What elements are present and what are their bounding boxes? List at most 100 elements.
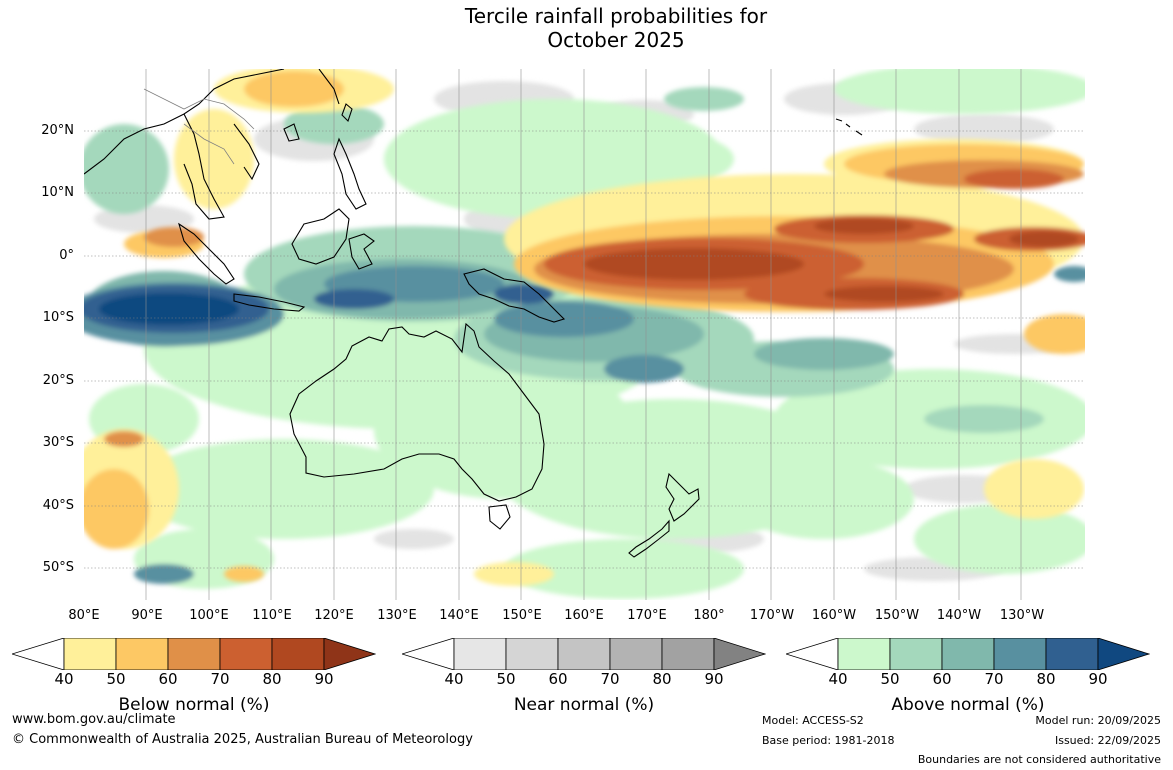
boundaries-note: Boundaries are not considered authoritat…	[917, 753, 1161, 766]
lon-label-90e: 90°E	[131, 608, 163, 623]
lon-label-130e: 130°E	[377, 608, 417, 623]
near-normal-tick-70: 70	[600, 670, 620, 688]
below-normal-colorbar-svg	[12, 638, 376, 670]
near-normal-tick-80: 80	[652, 670, 672, 688]
near-normal-legend-title: Near normal (%)	[513, 695, 655, 715]
above-normal-swatch-under	[786, 638, 839, 670]
lon-label-120e: 120°E	[314, 608, 354, 623]
copyright-text: © Commonwealth of Australia 2025, Austra…	[12, 732, 473, 747]
above-normal-tick-70: 70	[984, 670, 1004, 688]
lat-label-10n: 10°N	[41, 185, 74, 200]
below-normal-tick-40: 40	[54, 670, 74, 688]
lat-label-20n: 20°N	[41, 123, 74, 138]
above-normal-tick-50: 50	[880, 670, 900, 688]
new-guinea-coastline	[463, 268, 566, 323]
above-normal-swatch-80	[1045, 638, 1099, 670]
above-normal-tick-90: 90	[1088, 670, 1108, 688]
above-normal-region	[84, 69, 1085, 599]
lon-label-160e: 160°E	[564, 608, 604, 623]
below-normal-tick-80: 80	[262, 670, 282, 688]
near-normal-colorbar	[402, 638, 766, 670]
base-period: Base period: 1981-2018	[762, 734, 895, 747]
near-normal-swatch-40	[453, 638, 507, 670]
lon-label-100e: 100°E	[189, 608, 229, 623]
above-normal-legend-title: Above normal (%)	[891, 695, 1045, 715]
above-normal-swatch-60	[941, 638, 995, 670]
near-normal-tick-40: 40	[444, 670, 464, 688]
lon-label-130w: 130°W	[999, 608, 1045, 623]
below-normal-swatch-over	[323, 638, 376, 670]
lat-label-30s: 30°S	[42, 435, 74, 450]
sulawesi-coastline	[348, 233, 375, 270]
model-name: Model: ACCESS-S2	[762, 714, 864, 727]
title-line-2: October 2025	[547, 28, 685, 52]
borneo-coastline	[291, 208, 350, 265]
above-normal-colorbar	[786, 638, 1150, 670]
map-meridians	[145, 69, 1022, 600]
java-coastline	[233, 293, 306, 312]
sumatra-coastline	[178, 222, 235, 285]
below-normal-tick-60: 60	[158, 670, 178, 688]
near-normal-tick-50: 50	[496, 670, 516, 688]
map-gridlines	[84, 130, 1085, 569]
lon-label-170w: 170°W	[749, 608, 795, 623]
lon-label-150e: 150°E	[502, 608, 542, 623]
taiwan-coastline	[341, 103, 353, 123]
below-normal-tick-70: 70	[210, 670, 230, 688]
near-normal-swatch-50	[505, 638, 559, 670]
below-normal-swatch-40	[63, 638, 117, 670]
lon-label-140w: 140°W	[936, 608, 982, 623]
lon-label-160w: 160°W	[811, 608, 857, 623]
below-normal-swatch-50	[115, 638, 169, 670]
near-normal-tick-60: 60	[548, 670, 568, 688]
hawaii-coastline	[835, 118, 863, 136]
above-normal-swatch-over	[1097, 638, 1150, 670]
below-normal-swatch-70	[219, 638, 273, 670]
philippines-coastline	[333, 137, 367, 210]
below-normal-swatch-under	[12, 638, 65, 670]
above-normal-tick-40: 40	[828, 670, 848, 688]
below-normal-region	[84, 69, 1085, 586]
near-normal-swatch-80	[661, 638, 715, 670]
lon-label-170e: 170°E	[627, 608, 667, 623]
lon-label-80e: 80°E	[68, 608, 100, 623]
near-normal-tick-90: 90	[704, 670, 724, 688]
above-normal-tick-60: 60	[932, 670, 952, 688]
model-run-date: Model run: 20/09/2025	[1035, 714, 1161, 727]
new-zealand-north-coastline	[665, 472, 700, 522]
lon-label-180: 180°	[693, 608, 725, 623]
above-normal-colorbar-svg	[786, 638, 1150, 670]
below-normal-tick-90: 90	[314, 670, 334, 688]
lat-label-40s: 40°S	[42, 498, 74, 513]
lat-label-50s: 50°S	[42, 560, 74, 575]
tasmania-coastline	[488, 504, 511, 530]
above-normal-swatch-40	[837, 638, 891, 670]
title-line-1: Tercile rainfall probabilities for	[464, 4, 768, 28]
lon-label-110e: 110°E	[252, 608, 292, 623]
near-normal-swatch-under	[402, 638, 455, 670]
australia-coastline	[289, 322, 545, 502]
asia-mainland-coastline	[84, 69, 340, 220]
below-normal-tick-50: 50	[106, 670, 126, 688]
lat-label-10s: 10°S	[42, 310, 74, 325]
near-normal-colorbar-svg	[402, 638, 766, 670]
below-normal-swatch-60	[167, 638, 221, 670]
rainfall-probability-map	[84, 69, 1085, 600]
website-link[interactable]: www.bom.gov.au/climate	[12, 712, 176, 727]
near-normal-swatch-over	[713, 638, 766, 670]
near-normal-swatch-70	[609, 638, 663, 670]
map-title: Tercile rainfall probabilities for Octob…	[0, 4, 1173, 52]
above-normal-tick-80: 80	[1036, 670, 1056, 688]
below-normal-legend-title: Below normal (%)	[118, 695, 270, 715]
new-zealand-south-coastline	[628, 519, 670, 558]
country-borders	[143, 88, 255, 165]
lat-label-20s: 20°S	[42, 373, 74, 388]
issued-date: Issued: 22/09/2025	[1054, 734, 1161, 747]
above-normal-swatch-70	[993, 638, 1047, 670]
below-normal-colorbar	[12, 638, 376, 670]
below-normal-swatch-80	[271, 638, 325, 670]
near-normal-swatch-60	[557, 638, 611, 670]
lon-label-150w: 150°W	[874, 608, 920, 623]
lat-label-equator: 0°	[59, 248, 74, 263]
above-normal-swatch-50	[889, 638, 943, 670]
